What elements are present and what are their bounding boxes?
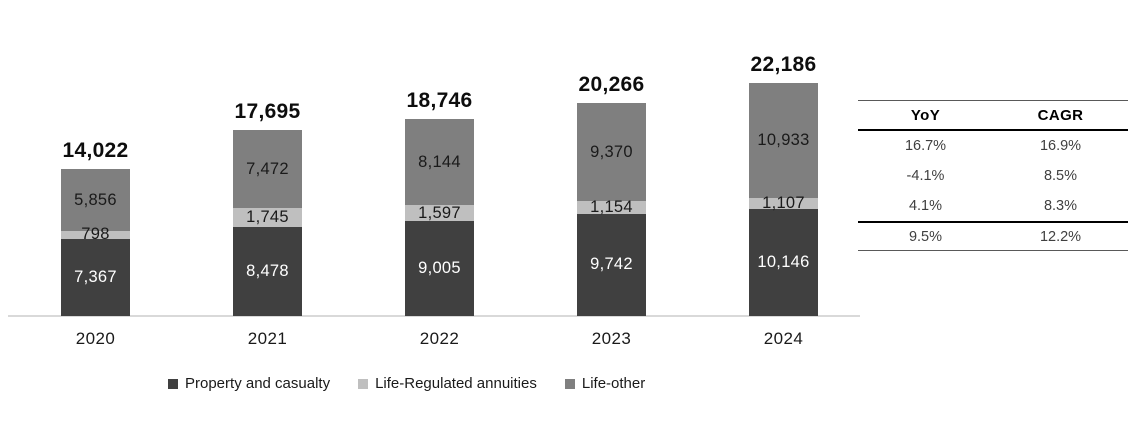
legend-label-life-regulated-annuities: Life-Regulated annuities	[375, 375, 537, 392]
growth-table-total-row: 9.5% 12.2%	[858, 223, 1128, 251]
legend-swatch-life-other-icon	[564, 378, 575, 389]
bar-segment-2020: 5,856	[61, 169, 130, 231]
cagr-value: 8.5%	[1043, 168, 1078, 184]
bar-segment-2021: 8,478	[233, 226, 302, 316]
segment-value-label: 9,370	[590, 142, 633, 161]
segment-value-label: 8,144	[418, 152, 461, 171]
x-axis-line	[8, 315, 860, 317]
segment-value-label: 1,597	[418, 203, 461, 222]
cagr-column-header: CAGR	[1037, 107, 1084, 124]
bar-total-label: 17,695	[234, 100, 301, 123]
bar-total-label: 18,746	[406, 89, 473, 112]
segment-value-label: 9,005	[418, 259, 461, 278]
bar-segment-2021: 1,745	[233, 208, 302, 227]
bar-segment-2021: 7,472	[233, 130, 302, 209]
stacked-bar-2023: 9,370 1,154 9,742	[577, 103, 646, 316]
legend-swatch-property-and-casualty-icon	[168, 378, 178, 389]
table-row: 16.7% 16.9%	[858, 131, 1128, 161]
segment-value-label: 10,933	[757, 131, 810, 150]
bar-total-label: 20,266	[578, 73, 645, 96]
bar-segment-2022: 1,597	[405, 203, 474, 222]
bar-segment-2022: 9,005	[405, 221, 474, 316]
bar-segment-2023: 9,742	[577, 213, 646, 316]
legend-item-property-and-casualty: Property and casualty	[168, 375, 330, 392]
x-axis-label: 2024	[763, 329, 804, 348]
legend-item-life-regulated-annuities: Life-Regulated annuities	[358, 375, 537, 392]
segment-value-label: 8,478	[246, 262, 289, 281]
segment-value-label: 1,107	[762, 194, 805, 213]
bar-total-label: 22,186	[750, 53, 817, 76]
segment-value-label: 1,154	[590, 198, 633, 217]
cagr-value: 8.3%	[1043, 198, 1078, 214]
cagr-value: 16.9%	[1039, 138, 1082, 154]
cagr-total-value: 12.2%	[1039, 229, 1082, 245]
bar-segment-2024: 10,146	[749, 209, 818, 316]
x-axis-label: 2022	[419, 329, 460, 348]
x-axis-label: 2020	[75, 329, 116, 348]
bar-segment-2024: 1,107	[749, 194, 818, 213]
bar-segment-2020: 7,367	[61, 238, 130, 317]
legend-item-life-other: Life-other	[564, 375, 646, 392]
bar-segment-2024: 10,933	[749, 83, 818, 198]
segment-value-label: 7,367	[74, 268, 117, 287]
table-row: 4.1% 8.3%	[858, 191, 1128, 221]
bar-segment-2023: 1,154	[577, 198, 646, 217]
segment-value-label: 10,146	[757, 253, 810, 272]
bar-segment-2023: 9,370	[577, 103, 646, 202]
bar-segment-2022: 8,144	[405, 119, 474, 205]
table-row: -4.1% 8.5%	[858, 161, 1128, 191]
chart-legend: Property and casualty Life-Regulated ann…	[168, 375, 645, 392]
segment-value-label: 1,745	[246, 208, 289, 227]
bar-segment-2020: 798	[61, 226, 130, 242]
yoy-value: 16.7%	[904, 138, 947, 154]
yoy-value: 4.1%	[908, 198, 943, 214]
bar-total-label: 14,022	[62, 139, 129, 162]
stacked-bar-2020: 5,856 798 7,367	[61, 169, 130, 317]
yoy-column-header: YoY	[910, 107, 941, 124]
growth-table-header: YoY CAGR	[858, 100, 1128, 131]
legend-label-life-other: Life-other	[581, 375, 646, 392]
stacked-bar-2022: 8,144 1,597 9,005	[405, 119, 474, 316]
growth-table: YoY CAGR 16.7% 16.9% -4.1% 8.5% 4.1% 8.3…	[858, 100, 1128, 251]
x-axis-label: 2021	[247, 329, 288, 348]
stacked-bar-2021: 7,472 1,745 8,478	[233, 130, 302, 316]
stacked-bar-2024: 10,933 1,107 10,146	[749, 83, 818, 316]
segment-value-label: 9,742	[590, 255, 633, 274]
growth-table-body: 16.7% 16.9% -4.1% 8.5% 4.1% 8.3%	[858, 131, 1128, 223]
segment-value-label: 798	[81, 225, 110, 244]
segment-value-label: 5,856	[74, 190, 117, 209]
yoy-total-value: 9.5%	[908, 229, 943, 245]
legend-swatch-life-regulated-annuities-icon	[358, 378, 369, 389]
legend-label-property-and-casualty: Property and casualty	[185, 375, 331, 392]
yoy-value: -4.1%	[906, 168, 945, 184]
x-axis-label: 2023	[591, 329, 632, 348]
segment-value-label: 7,472	[246, 159, 289, 178]
